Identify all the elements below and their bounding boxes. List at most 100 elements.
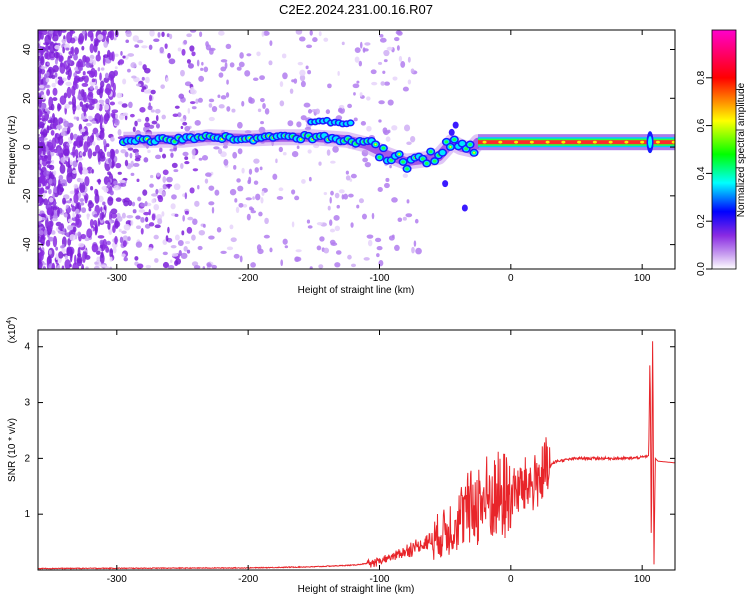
spectrogram-noise-cell bbox=[252, 77, 259, 82]
spectrogram-noise-cell bbox=[55, 253, 58, 261]
spectrogram-noise-cell bbox=[281, 53, 287, 59]
spectrogram-noise-cell bbox=[220, 250, 227, 254]
spectrogram-noise-cell bbox=[347, 103, 352, 109]
spectrogram-noise-cell bbox=[157, 194, 163, 200]
spectrogram-noise-cell bbox=[103, 40, 109, 48]
spectrogram-noise-cell bbox=[238, 202, 244, 208]
spectrogram-noise-cell bbox=[187, 107, 191, 114]
spectrogram-y-tick-label: 0 bbox=[22, 144, 33, 150]
spectrogram-noise-cell bbox=[48, 178, 53, 185]
spectrogram-ridge-cell bbox=[439, 150, 446, 156]
spectrogram-noise-cell bbox=[38, 35, 41, 41]
spectrogram-noise-cell bbox=[161, 211, 165, 217]
spectrogram-noise-cell bbox=[38, 147, 43, 156]
spectrogram-noise-cell bbox=[384, 182, 390, 189]
spectrogram-noise-cell bbox=[74, 47, 79, 55]
spectrogram-noise-cell bbox=[161, 31, 165, 38]
spectrogram-noise-cell bbox=[73, 116, 78, 120]
spectrogram-noise-cell bbox=[169, 33, 173, 40]
spectrogram-noise-cell bbox=[295, 256, 302, 262]
spectrogram-noise-cell bbox=[235, 206, 240, 214]
spectrogram-noise-cell bbox=[101, 211, 105, 220]
spectrogram-noise-cell bbox=[211, 206, 215, 214]
spectrogram-noise-cell bbox=[81, 45, 85, 51]
spectrogram-noise-cell bbox=[103, 114, 109, 125]
spectrogram-noise-cell bbox=[103, 103, 110, 111]
spectrogram-noise-cell bbox=[151, 213, 156, 221]
spectrogram-noise-cell bbox=[50, 230, 56, 235]
spectrogram-noise-cell bbox=[155, 154, 162, 160]
spectrogram-noise-cell bbox=[208, 103, 213, 108]
spectrogram-noise-cell bbox=[93, 43, 98, 53]
spectrogram-noise-cell bbox=[201, 155, 209, 161]
spectrogram-noise-cell bbox=[58, 251, 64, 259]
spectrogram-noise-cell bbox=[347, 254, 352, 260]
spectrogram-noise-cell bbox=[138, 61, 143, 66]
spectrogram-noise-cell bbox=[234, 198, 238, 203]
spectrogram-noise-cell bbox=[376, 245, 383, 251]
spectrogram-noise-cell bbox=[385, 136, 391, 142]
spectrogram-noise-cell bbox=[103, 77, 110, 83]
spectrogram-noise-cell bbox=[208, 201, 215, 206]
spectrogram-noise-cell bbox=[38, 249, 41, 254]
spectrogram-noise-cell bbox=[191, 106, 197, 110]
spectrogram-x-tick-label: -300 bbox=[107, 273, 127, 284]
spectrogram-noise-cell bbox=[278, 146, 284, 153]
spectrogram-noise-cell bbox=[196, 59, 200, 67]
snr-x-tick-label: 0 bbox=[508, 574, 514, 585]
spectrogram-noise-cell bbox=[192, 218, 198, 225]
spectrogram-noise-cell bbox=[105, 98, 110, 105]
spectrogram-noise-cell bbox=[89, 98, 96, 105]
spectrogram-noise-cell bbox=[233, 164, 237, 170]
spectrogram-noise-cell bbox=[53, 148, 59, 153]
spectrogram-noise-cell bbox=[120, 149, 127, 154]
spectrogram-noise-cell bbox=[236, 178, 241, 183]
spectrogram-noise-cell bbox=[159, 46, 164, 54]
spectrogram-noise-cell bbox=[65, 81, 72, 86]
spectrogram-noise-cell bbox=[69, 234, 76, 241]
spectrogram-noise-cell bbox=[329, 219, 333, 226]
spectrogram-noise-cell bbox=[98, 103, 103, 112]
spectrogram-noise-cell bbox=[38, 196, 42, 204]
spectrogram-noise-cell bbox=[220, 59, 228, 63]
spectrogram-noise-cell bbox=[282, 152, 287, 156]
spectrogram-noise-cell bbox=[388, 235, 395, 241]
spectrogram-noise-cell bbox=[173, 169, 179, 173]
spectrogram-noise-cell bbox=[182, 121, 188, 126]
spectrogram-noise-cell bbox=[334, 225, 341, 232]
snr-multiplier-close: ) bbox=[7, 317, 18, 320]
spectrogram-noise-cell bbox=[391, 125, 398, 131]
spectrogram-noise-cell bbox=[202, 266, 206, 269]
spectrogram-noise-cell bbox=[380, 81, 386, 86]
spectrogram-scatter-cell bbox=[452, 121, 459, 129]
spectrogram-noise-cell bbox=[180, 118, 185, 122]
spectrogram-noise-cell bbox=[119, 179, 126, 183]
spectrogram-noise-cell bbox=[294, 195, 300, 201]
spectrogram-noise-cell bbox=[269, 247, 273, 253]
spectrogram-noise-cell bbox=[91, 120, 97, 124]
spectrogram-noise-cell bbox=[174, 105, 180, 109]
spectrogram-noise-cell bbox=[79, 152, 83, 156]
spectrogram-noise-cell bbox=[50, 103, 55, 111]
spectrogram-noise-cell bbox=[53, 51, 60, 59]
spectrogram-noise-cell bbox=[155, 188, 159, 195]
snr-y-axis: 1 2 3 4 bbox=[24, 342, 675, 520]
spectrogram-noise-cell bbox=[280, 259, 284, 267]
spectrogram-noise-cell bbox=[41, 94, 46, 100]
spectrogram-noise-cell bbox=[94, 193, 100, 204]
spectrogram-noise-cell bbox=[113, 184, 121, 191]
spectrogram-noise-cell bbox=[58, 117, 64, 124]
spectrogram-noise-cell bbox=[124, 55, 129, 60]
spectrogram-noise-cell bbox=[40, 56, 45, 66]
spectrogram-noise-cell bbox=[186, 59, 192, 64]
spectrogram-noise-cell bbox=[51, 217, 58, 222]
spectrogram-noise-cell bbox=[353, 117, 358, 122]
spectrogram-noise-cell bbox=[69, 30, 73, 37]
spectrogram-noise-cell bbox=[386, 46, 393, 51]
spectrogram-noise-cell bbox=[256, 244, 262, 251]
spectrogram-noise-cell bbox=[70, 46, 73, 54]
spectrogram-noise-cell bbox=[91, 243, 99, 253]
spectrogram-noise-cell bbox=[362, 157, 369, 163]
spectrogram-noise-cell bbox=[56, 124, 63, 130]
